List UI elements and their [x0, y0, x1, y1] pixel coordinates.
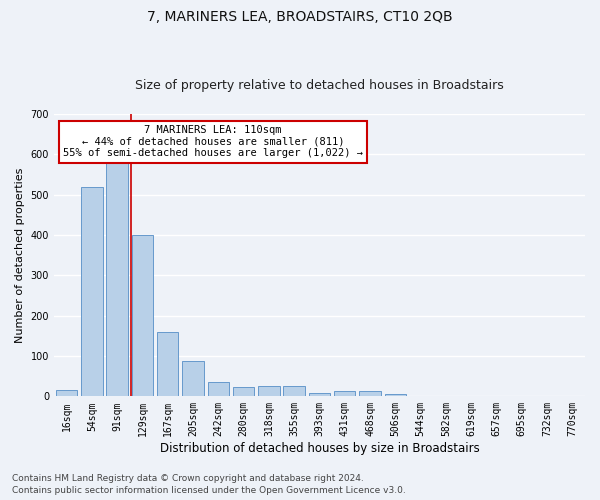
Text: 7, MARINERS LEA, BROADSTAIRS, CT10 2QB: 7, MARINERS LEA, BROADSTAIRS, CT10 2QB: [147, 10, 453, 24]
Bar: [334, 390, 355, 396]
Bar: [56, 390, 77, 396]
Bar: [106, 160, 128, 396]
X-axis label: Distribution of detached houses by size in Broadstairs: Distribution of detached houses by size …: [160, 442, 479, 455]
Bar: [385, 394, 406, 396]
Bar: [131, 235, 153, 396]
Bar: [208, 382, 229, 396]
Bar: [258, 386, 280, 396]
Title: Size of property relative to detached houses in Broadstairs: Size of property relative to detached ho…: [135, 79, 504, 92]
Bar: [283, 386, 305, 396]
Bar: [309, 393, 330, 396]
Bar: [157, 332, 178, 396]
Bar: [233, 388, 254, 396]
Bar: [359, 390, 381, 396]
Y-axis label: Number of detached properties: Number of detached properties: [15, 168, 25, 343]
Bar: [182, 361, 204, 396]
Bar: [81, 186, 103, 396]
Text: Contains HM Land Registry data © Crown copyright and database right 2024.
Contai: Contains HM Land Registry data © Crown c…: [12, 474, 406, 495]
Text: 7 MARINERS LEA: 110sqm
← 44% of detached houses are smaller (811)
55% of semi-de: 7 MARINERS LEA: 110sqm ← 44% of detached…: [63, 126, 363, 158]
